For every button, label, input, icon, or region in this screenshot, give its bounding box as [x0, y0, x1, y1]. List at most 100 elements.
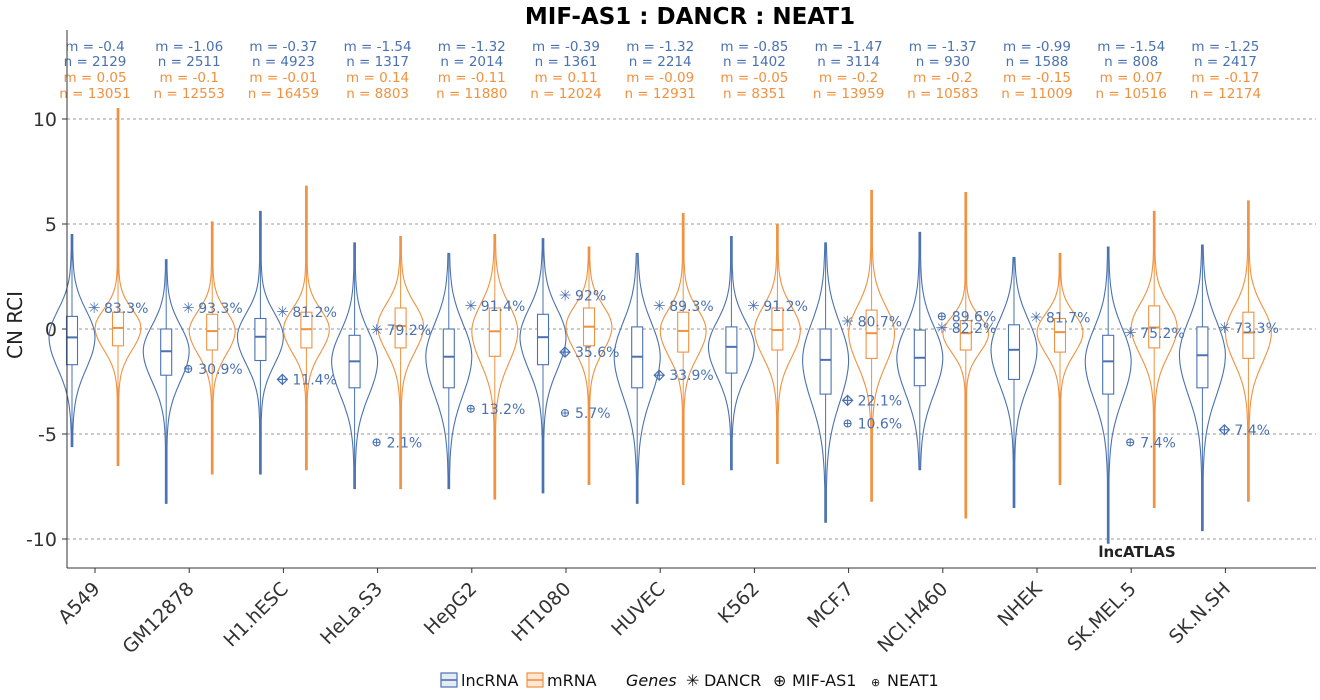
- dancr-percent-label: 83.3%: [104, 301, 148, 317]
- mifas1-percent-label: 33.9%: [669, 368, 713, 384]
- x-tick-label: A549: [54, 578, 104, 628]
- mrna-count-label: n = 12024: [530, 86, 601, 102]
- lncrna-box: [65, 315, 79, 366]
- mrna-median-label: m = -0.09: [626, 70, 694, 86]
- mrna-violin: [282, 185, 330, 471]
- neat1-marker-cross: [184, 365, 192, 373]
- lncrna-violin: [1084, 246, 1132, 544]
- x-axis-ticks: A549 GM12878 H1.hESC HeLa.S3 HepG2 HT1080 HUVE…: [54, 568, 1235, 658]
- dancr-marker: ✳: [936, 319, 949, 337]
- mrna-box: [771, 307, 784, 351]
- x-tick-label: K562: [714, 578, 764, 628]
- lncrna-box: [725, 326, 738, 374]
- mrna-violin: [1036, 252, 1084, 485]
- mifas1-marker: [653, 369, 666, 382]
- lncrna-violin: [331, 242, 379, 490]
- mrna-box: [1053, 317, 1067, 353]
- legend-mrna-label: mRNA: [547, 671, 597, 690]
- mrna-box: [677, 311, 690, 353]
- x-tick-label: NCI.H460: [873, 578, 952, 657]
- neat1-percent-label: 7.4%: [1140, 435, 1176, 451]
- lncrna-median-label: m = -1.32: [626, 39, 694, 55]
- lncrna-violin: [990, 257, 1038, 509]
- mrna-violin: [848, 189, 896, 502]
- y-tick-label: -10: [26, 529, 57, 551]
- neat1-percent-label: 89.6%: [952, 309, 996, 325]
- legend-genes-title: Genes: [626, 671, 677, 690]
- dancr-percent-label: 89.3%: [669, 299, 713, 315]
- mrna-count-label: n = 13051: [59, 86, 130, 102]
- lncrna-violin: [1178, 244, 1226, 532]
- lncrna-box: [1196, 326, 1209, 389]
- lncrna-count-label: n = 2417: [1194, 54, 1257, 70]
- mrna-count-label: n = 8351: [723, 86, 786, 102]
- lncrna-median-label: m = -1.47: [815, 39, 883, 55]
- lncrna-box: [442, 328, 455, 389]
- mifas1-percent-label: 22.1%: [858, 393, 902, 409]
- dancr-percent-label: 92%: [575, 288, 606, 304]
- dancr-marker: ✳: [465, 297, 478, 315]
- dancr-marker: ✳: [88, 299, 101, 317]
- lncrna-count-label: n = 2511: [158, 54, 221, 70]
- mrna-count-label: n = 12553: [153, 86, 224, 102]
- mrna-violin: [942, 191, 990, 519]
- mrna-box: [111, 311, 125, 347]
- legend-neat1-icon: ⊕: [871, 676, 880, 689]
- neat1-marker-cross: [938, 312, 946, 320]
- lncrna-box: [1007, 324, 1021, 380]
- neat1-marker-cross: [844, 420, 852, 427]
- mrna-box: [865, 309, 878, 359]
- dancr-percent-label: 91.4%: [481, 299, 525, 315]
- mifas1-marker: [559, 346, 571, 358]
- mrna-count-label: n = 10516: [1095, 86, 1166, 102]
- legend-dancr-label: DANCR: [704, 671, 761, 690]
- lncrna-count-label: n = 1317: [346, 54, 409, 70]
- y-tick-label: 10: [33, 109, 57, 131]
- mrna-violin: [1224, 200, 1272, 502]
- lncrna-median-label: m = -1.54: [1097, 39, 1165, 55]
- lncrna-violin: [519, 238, 567, 494]
- lncrna-median-label: m = -1.32: [438, 39, 506, 55]
- dancr-marker: ✳: [841, 313, 854, 331]
- mrna-box: [959, 320, 972, 351]
- dancr-marker: ✳: [1030, 308, 1043, 326]
- mrna-median-label: m = -0.2: [819, 70, 878, 86]
- legend: lncRNA mRNA Genes ✳ DANCR ⊕ MIF-AS1 ⊕ NE…: [440, 671, 939, 690]
- mrna-count-label: n = 11880: [436, 86, 507, 102]
- dancr-marker: ✳: [1124, 324, 1137, 342]
- x-tick-label: HUVEC: [607, 578, 670, 641]
- mrna-box: [206, 313, 219, 351]
- mrna-count-label: n = 11009: [1001, 86, 1072, 102]
- chart-title: MIF-AS1 : DANCR : NEAT1: [525, 4, 855, 30]
- lncrna-box: [819, 328, 832, 395]
- mrna-count-label: n = 13959: [813, 86, 884, 102]
- lncrna-count-label: n = 3114: [817, 54, 880, 70]
- dancr-marker: ✳: [747, 297, 760, 315]
- lncrna-count-label: n = 4923: [252, 54, 315, 70]
- dancr-percent-label: 80.7%: [858, 315, 902, 331]
- x-tick-label: HepG2: [420, 578, 481, 639]
- mrna-count-label: n = 8803: [346, 86, 409, 102]
- mifas1-marker: [1218, 423, 1231, 436]
- dancr-percent-label: 82.2%: [952, 321, 996, 337]
- dancr-marker: ✳: [1218, 319, 1231, 337]
- lncrna-count-label: n = 2214: [629, 54, 692, 70]
- dancr-percent-label: 81.7%: [1046, 310, 1090, 326]
- neat1-percent-label: 10.6%: [858, 417, 902, 433]
- mrna-median-label: m = 0.11: [534, 70, 597, 86]
- mrna-count-label: n = 10583: [907, 86, 978, 102]
- dancr-marker: ✳: [559, 286, 572, 304]
- y-tick-label: 5: [45, 214, 57, 236]
- mrna-violin: [565, 246, 613, 485]
- lncrna-median-label: m = -1.37: [909, 39, 977, 55]
- lncrna-median-label: m = -1.54: [344, 39, 412, 55]
- lncrna-count-label: n = 2014: [440, 54, 503, 70]
- lncrna-violin: [896, 231, 944, 471]
- neat1-marker-cross: [1126, 438, 1134, 446]
- dancr-percent-label: 81.2%: [292, 305, 336, 321]
- dancr-marker: ✳: [370, 321, 383, 339]
- mifas1-marker: [841, 394, 854, 407]
- mrna-violin: [471, 233, 519, 500]
- lncrna-count-label: n = 808: [1104, 54, 1158, 70]
